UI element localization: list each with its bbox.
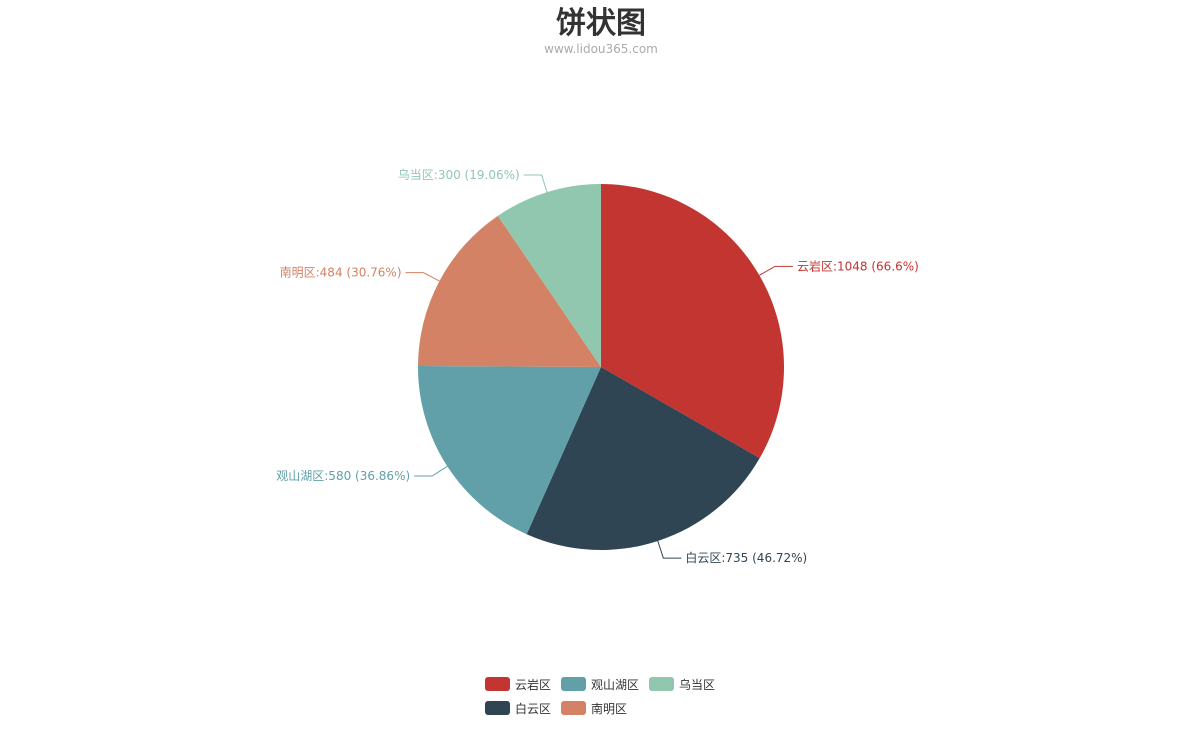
leader-line-2 [414, 465, 448, 477]
legend-label: 乌当区 [679, 677, 716, 692]
legend-swatch [485, 677, 510, 691]
pie-slice-2[interactable] [418, 365, 601, 535]
slice-label-1: 白云区:735 (46.72%) [685, 550, 807, 565]
legend-label: 南明区 [591, 701, 628, 716]
legend-swatch [485, 701, 510, 715]
legend-row: 云岩区 观山湖区 乌当区 [485, 672, 745, 696]
slice-label-2: 观山湖区:580 (36.86%) [276, 468, 410, 483]
leader-line-3 [405, 272, 440, 282]
pie-slice-0[interactable] [601, 184, 784, 459]
pie-slices [418, 184, 784, 550]
legend-item[interactable]: 云岩区 [485, 676, 551, 693]
slice-label-3: 南明区:484 (30.76%) [280, 265, 402, 280]
pie-slice-1[interactable] [526, 367, 760, 550]
legend-label: 白云区 [515, 701, 552, 716]
legend-item[interactable]: 观山湖区 [561, 676, 639, 693]
legend-label: 观山湖区 [591, 677, 640, 692]
leader-line-4 [523, 174, 548, 193]
slice-label-4: 乌当区:300 (19.06%) [398, 167, 520, 182]
legend-swatch [561, 701, 587, 715]
legend-row: 白云区 南明区 [485, 696, 745, 720]
slice-label-0: 云岩区:1048 (66.6%) [797, 258, 919, 273]
legend-item[interactable]: 乌当区 [649, 676, 715, 693]
leader-line-0 [759, 265, 793, 276]
legend-item[interactable]: 白云区 [485, 700, 551, 717]
slice-labels: 云岩区:1048 (66.6%) 白云区:735 (46.72%) 观山湖区:580… [276, 167, 919, 565]
pie-slice-3[interactable] [418, 215, 601, 367]
legend-swatch [561, 677, 587, 691]
chart-subtitle: www.lidou365.com [544, 42, 658, 56]
legend: 云岩区 观山湖区 乌当区白云区 南明区 [485, 672, 745, 720]
chart-title: 饼状图 [556, 6, 646, 41]
label-leader-lines [405, 174, 793, 559]
legend-swatch [649, 677, 675, 691]
pie-slice-4[interactable] [497, 184, 601, 367]
legend-label: 云岩区 [515, 677, 552, 692]
leader-line-1 [657, 540, 682, 559]
legend-item[interactable]: 南明区 [561, 700, 627, 717]
